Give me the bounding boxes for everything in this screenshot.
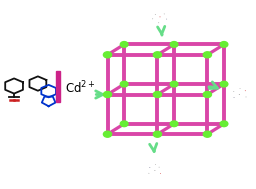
Circle shape	[155, 14, 156, 15]
Circle shape	[170, 81, 178, 87]
Circle shape	[220, 121, 228, 127]
Circle shape	[245, 90, 246, 91]
Circle shape	[170, 42, 178, 47]
Circle shape	[160, 173, 161, 174]
Circle shape	[103, 52, 112, 58]
Text: Cd$^{2+}$: Cd$^{2+}$	[65, 80, 96, 96]
Circle shape	[220, 42, 228, 47]
Circle shape	[220, 81, 228, 87]
Circle shape	[153, 131, 162, 137]
Circle shape	[149, 167, 150, 168]
Circle shape	[233, 91, 234, 92]
Circle shape	[159, 16, 161, 17]
Circle shape	[158, 22, 159, 23]
Circle shape	[153, 52, 162, 58]
Circle shape	[154, 170, 155, 171]
Circle shape	[155, 164, 156, 165]
Circle shape	[203, 52, 211, 58]
Circle shape	[233, 97, 234, 98]
Circle shape	[148, 173, 149, 174]
Circle shape	[153, 91, 162, 98]
Circle shape	[120, 121, 128, 127]
Circle shape	[203, 131, 211, 137]
Circle shape	[170, 121, 178, 127]
Circle shape	[120, 42, 128, 47]
Circle shape	[103, 131, 112, 137]
Circle shape	[239, 94, 240, 95]
Circle shape	[120, 81, 128, 87]
Circle shape	[203, 91, 211, 98]
Circle shape	[103, 91, 112, 98]
Bar	[56, 71, 60, 102]
